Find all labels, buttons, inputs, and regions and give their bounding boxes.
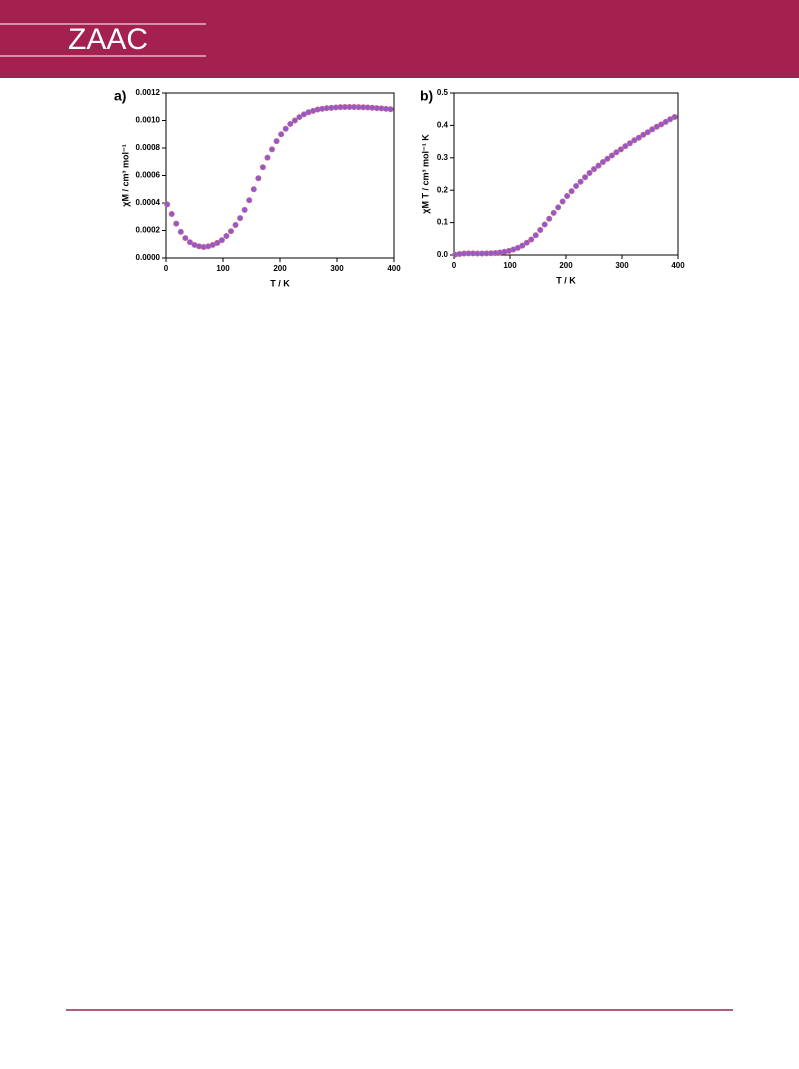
data-point: [223, 232, 230, 239]
data-point: [287, 120, 294, 127]
data-point: [177, 228, 184, 235]
data-point: [232, 221, 239, 228]
y-tick-label: 0.1: [437, 218, 449, 227]
data-point: [168, 210, 175, 217]
data-point: [546, 215, 553, 222]
data-point: [631, 137, 638, 144]
data-point: [278, 131, 285, 138]
data-point: [259, 164, 266, 171]
y-axis-label: χM / cm³ mol⁻¹: [120, 144, 130, 206]
data-point: [537, 227, 544, 234]
data-point: [291, 117, 298, 124]
data-point: [591, 166, 598, 173]
data-point: [658, 121, 665, 128]
y-tick-label: 0.0: [437, 250, 449, 259]
y-tick-label: 0.0006: [136, 171, 161, 180]
plot-frame: [453, 92, 679, 256]
data-point: [559, 198, 566, 205]
data-point: [617, 146, 624, 153]
data-point: [541, 221, 548, 228]
data-point: [227, 228, 234, 235]
x-tick-label: 200: [559, 261, 573, 270]
x-tick-label: 300: [330, 264, 344, 273]
data-point: [523, 239, 530, 246]
y-tick-label: 0.0002: [136, 226, 161, 235]
data-point: [264, 154, 271, 161]
data-point: [255, 175, 262, 182]
data-point: [613, 149, 620, 156]
x-tick-label: 300: [615, 261, 629, 270]
panel-label: a): [114, 88, 126, 104]
data-point: [577, 178, 584, 185]
data-point: [555, 204, 562, 211]
data-point: [608, 152, 615, 159]
data-point: [599, 159, 606, 166]
y-tick-label: 0.0012: [136, 88, 161, 97]
plot-frame: [165, 92, 395, 259]
data-point: [528, 236, 535, 243]
data-point: [649, 126, 656, 133]
data-point: [644, 129, 651, 136]
data-point: [269, 146, 276, 153]
x-tick-label: 0: [164, 264, 169, 273]
y-tick-label: 0.0000: [136, 253, 161, 262]
data-point: [246, 197, 253, 204]
data-point: [296, 114, 303, 121]
data-point: [273, 138, 280, 145]
x-tick-label: 100: [216, 264, 230, 273]
x-tick-label: 400: [387, 264, 401, 273]
panel-label: b): [420, 88, 433, 104]
data-point: [182, 235, 189, 242]
x-axis-label: T / K: [270, 278, 290, 288]
y-tick-label: 0.2: [437, 185, 449, 194]
data-point: [640, 131, 647, 138]
data-point: [214, 239, 221, 246]
data-point: [550, 209, 557, 216]
y-axis-label: χM T / cm³ mol⁻¹ K: [420, 134, 430, 214]
x-axis-label: T / K: [556, 275, 576, 285]
data-point: [250, 186, 257, 193]
data-point: [186, 239, 193, 246]
data-point: [387, 106, 394, 113]
data-point: [282, 125, 289, 132]
data-point: [173, 220, 180, 227]
data-point: [568, 188, 575, 195]
x-tick-label: 100: [503, 261, 517, 270]
data-point: [241, 206, 248, 213]
data-point: [595, 162, 602, 169]
data-point: [564, 193, 571, 200]
data-point: [671, 113, 678, 120]
y-tick-label: 0.5: [437, 88, 449, 97]
data-point: [237, 215, 244, 222]
data-point: [218, 237, 225, 244]
y-tick-label: 0.3: [437, 153, 449, 162]
data-point: [164, 201, 171, 208]
data-point: [586, 170, 593, 177]
data-point: [532, 232, 539, 239]
x-tick-label: 0: [452, 261, 457, 270]
x-tick-label: 400: [671, 261, 685, 270]
data-point: [582, 174, 589, 181]
data-point: [604, 155, 611, 162]
data-point: [622, 143, 629, 150]
data-point: [626, 140, 633, 147]
y-tick-label: 0.4: [437, 121, 449, 130]
data-point: [573, 182, 580, 189]
data-point: [519, 242, 526, 249]
y-tick-label: 0.0010: [136, 116, 161, 125]
data-point: [662, 118, 669, 125]
y-tick-label: 0.0008: [136, 143, 161, 152]
x-tick-label: 200: [273, 264, 287, 273]
data-point: [635, 134, 642, 141]
header-bar: [0, 0, 799, 78]
y-tick-label: 0.0004: [136, 198, 161, 207]
journal-title: ZAAC: [68, 23, 148, 56]
